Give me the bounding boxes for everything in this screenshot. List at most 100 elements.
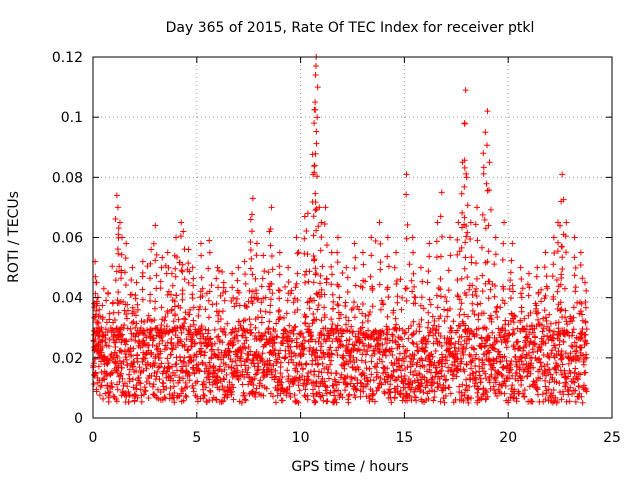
data-point — [483, 350, 490, 357]
data-point — [206, 336, 213, 343]
data-point — [416, 321, 423, 328]
data-point — [292, 284, 299, 291]
data-point — [305, 278, 312, 285]
data-point — [303, 360, 310, 367]
data-point — [397, 367, 404, 374]
data-point — [114, 354, 121, 361]
data-point — [275, 287, 282, 294]
data-point — [559, 354, 566, 361]
data-point — [306, 305, 313, 312]
data-point — [306, 326, 313, 333]
data-point — [166, 365, 173, 372]
data-point — [304, 396, 311, 403]
data-point — [571, 272, 578, 279]
data-point — [353, 357, 360, 364]
data-point — [177, 304, 184, 311]
data-point — [448, 325, 455, 332]
data-point — [334, 234, 341, 241]
data-point — [137, 380, 144, 387]
data-point — [482, 370, 489, 377]
data-point — [376, 281, 383, 288]
data-point — [300, 351, 307, 358]
data-point — [114, 369, 121, 376]
data-point — [282, 327, 289, 334]
data-point — [233, 300, 240, 307]
data-point — [384, 286, 391, 293]
data-point — [221, 349, 228, 356]
data-point — [107, 388, 114, 395]
data-point — [379, 358, 386, 365]
data-point — [410, 300, 417, 307]
data-point — [116, 331, 123, 338]
data-point — [517, 264, 524, 271]
data-point — [572, 353, 579, 360]
data-point — [123, 393, 130, 400]
data-point — [125, 388, 132, 395]
data-point — [368, 252, 375, 259]
data-point — [486, 379, 493, 386]
data-point — [310, 346, 317, 353]
data-point — [474, 237, 481, 244]
data-point — [334, 301, 341, 308]
data-point — [313, 140, 320, 147]
y-axis-label: ROTI / TECUs — [6, 191, 22, 283]
data-point — [393, 277, 400, 284]
data-point — [335, 302, 342, 309]
data-point — [221, 366, 228, 373]
data-point — [322, 387, 329, 394]
data-point — [365, 327, 372, 334]
data-point — [272, 328, 279, 335]
data-point — [558, 396, 565, 403]
data-point — [285, 290, 292, 297]
data-point — [123, 356, 130, 363]
data-point — [178, 329, 185, 336]
data-point — [148, 372, 155, 379]
data-point — [311, 162, 318, 169]
data-point — [195, 306, 202, 313]
data-point — [136, 364, 143, 371]
data-point — [403, 171, 410, 178]
data-point — [220, 375, 227, 382]
data-point — [410, 371, 417, 378]
data-point — [403, 297, 410, 304]
data-point — [129, 304, 136, 311]
data-point — [266, 318, 273, 325]
data-point — [130, 345, 137, 352]
data-point — [549, 332, 556, 339]
data-point — [322, 204, 329, 211]
data-point — [359, 284, 366, 291]
data-point — [128, 336, 135, 343]
data-point — [507, 366, 514, 373]
data-point — [338, 371, 345, 378]
data-point — [402, 384, 409, 391]
data-point — [222, 288, 229, 295]
data-point — [319, 392, 326, 399]
data-point — [539, 328, 546, 335]
data-point — [156, 376, 163, 383]
data-point — [275, 386, 282, 393]
data-point — [497, 304, 504, 311]
data-point — [104, 355, 111, 362]
data-point — [475, 312, 482, 319]
data-point — [173, 360, 180, 367]
data-point — [466, 336, 473, 343]
data-point — [454, 251, 461, 258]
data-point — [503, 344, 510, 351]
data-point — [302, 320, 309, 327]
data-point — [499, 373, 506, 380]
data-point — [172, 372, 179, 379]
data-point — [482, 387, 489, 394]
data-point — [480, 164, 487, 171]
chart-title: Day 365 of 2015, Rate Of TEC Index for r… — [166, 20, 535, 36]
data-point — [557, 222, 564, 229]
data-point — [104, 385, 111, 392]
data-point — [536, 366, 543, 373]
data-point — [490, 383, 497, 390]
data-point — [359, 301, 366, 308]
data-point — [124, 301, 131, 308]
data-point — [273, 334, 280, 341]
data-point — [559, 254, 566, 261]
data-point — [281, 354, 288, 361]
data-point — [96, 392, 103, 399]
data-point — [375, 343, 382, 350]
